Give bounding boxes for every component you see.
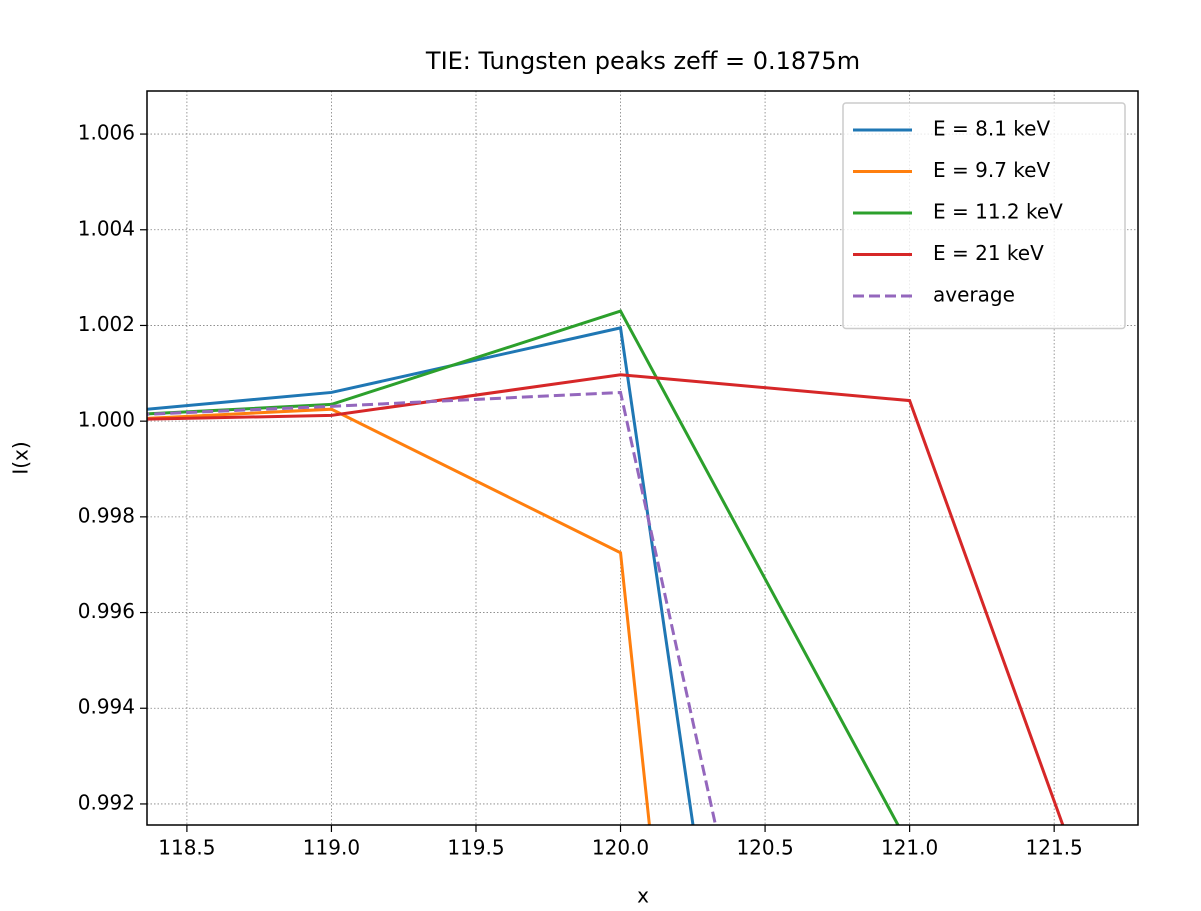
y-tick-label: 0.998: [78, 503, 135, 527]
plot-frame: [146, 90, 1139, 826]
legend-label: average: [933, 283, 1015, 307]
y-tick-label: 1.000: [78, 408, 135, 432]
y-axis-label: I(x): [9, 441, 33, 474]
x-tick-label: 121.5: [1026, 836, 1083, 860]
y-tick-label: 1.002: [78, 312, 135, 336]
x-tick-label: 120.5: [736, 836, 793, 860]
y-tick-label: 1.004: [78, 216, 135, 240]
legend-label: E = 9.7 keV: [933, 158, 1050, 182]
data-line: [147, 390, 718, 825]
x-tick-label: 118.5: [158, 836, 215, 860]
legend-label: E = 8.1 keV: [933, 117, 1050, 141]
chart-title: TIE: Tungsten peaks zeff = 0.1875m: [425, 47, 860, 75]
data-line: [147, 309, 900, 825]
x-tick-label: 119.0: [303, 836, 360, 860]
legend-label: E = 11.2 keV: [933, 200, 1063, 224]
y-tick-label: 0.996: [78, 599, 135, 623]
y-tick-label: 0.992: [78, 790, 135, 814]
x-tick-label: 119.5: [447, 836, 504, 860]
x-tick-label: 121.0: [881, 836, 938, 860]
data-line: [147, 373, 1065, 825]
y-tick-label: 0.994: [78, 695, 135, 719]
x-tick-label: 120.0: [592, 836, 649, 860]
x-axis-label: x: [637, 884, 649, 908]
legend-label: E = 21 keV: [933, 241, 1044, 265]
data-line: [147, 407, 651, 825]
data-line: [147, 326, 695, 825]
y-tick-label: 1.006: [78, 121, 135, 145]
plot-lines: [147, 309, 1065, 825]
legend-box: [842, 102, 1126, 330]
